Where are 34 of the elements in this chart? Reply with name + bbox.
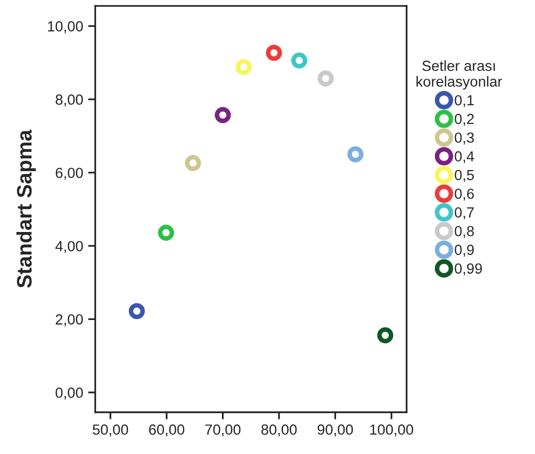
legend-label: 0,7 <box>454 207 474 220</box>
x-tick-label: 100,00 <box>370 424 414 436</box>
x-tick-label: 60,00 <box>149 424 184 436</box>
point <box>266 44 282 61</box>
y-tick-label: 8,00 <box>56 94 83 106</box>
y-tick-label: 4,00 <box>55 240 83 254</box>
x-tick-label: 90,00 <box>318 424 353 436</box>
point <box>184 155 202 172</box>
point <box>214 107 231 124</box>
y-tick-label: 0,00 <box>56 388 83 400</box>
legend-label: 0,5 <box>454 170 474 182</box>
x-tick-label: 50,00 <box>92 424 128 436</box>
legend-label: 0,4 <box>454 151 474 164</box>
legend-label: 0,2 <box>454 114 474 126</box>
legend-label: 0,6 <box>454 188 474 201</box>
legend-label: 0,1 <box>454 95 474 108</box>
point <box>318 70 334 86</box>
x-tick-label: 70,00 <box>205 424 240 436</box>
y-axis-title: Standart Sapma <box>16 130 36 288</box>
y-tick-label: 10,00 <box>48 21 83 34</box>
point <box>347 146 364 162</box>
legend-label: 0,8 <box>454 226 474 238</box>
point <box>128 303 145 320</box>
legend-label: 0,3 <box>454 132 474 145</box>
legend-label: 0,9 <box>454 244 474 257</box>
point <box>158 224 174 241</box>
legend-title: Setler arası korelasyonlar <box>416 60 502 90</box>
y-tick-label: 2,00 <box>56 314 83 326</box>
point <box>236 59 252 76</box>
legend-label: 0,99 <box>454 263 482 276</box>
y-tick-label: 6,00 <box>56 168 83 180</box>
x-tick-label: 80,00 <box>261 424 297 436</box>
point <box>377 327 394 344</box>
point <box>291 52 308 69</box>
